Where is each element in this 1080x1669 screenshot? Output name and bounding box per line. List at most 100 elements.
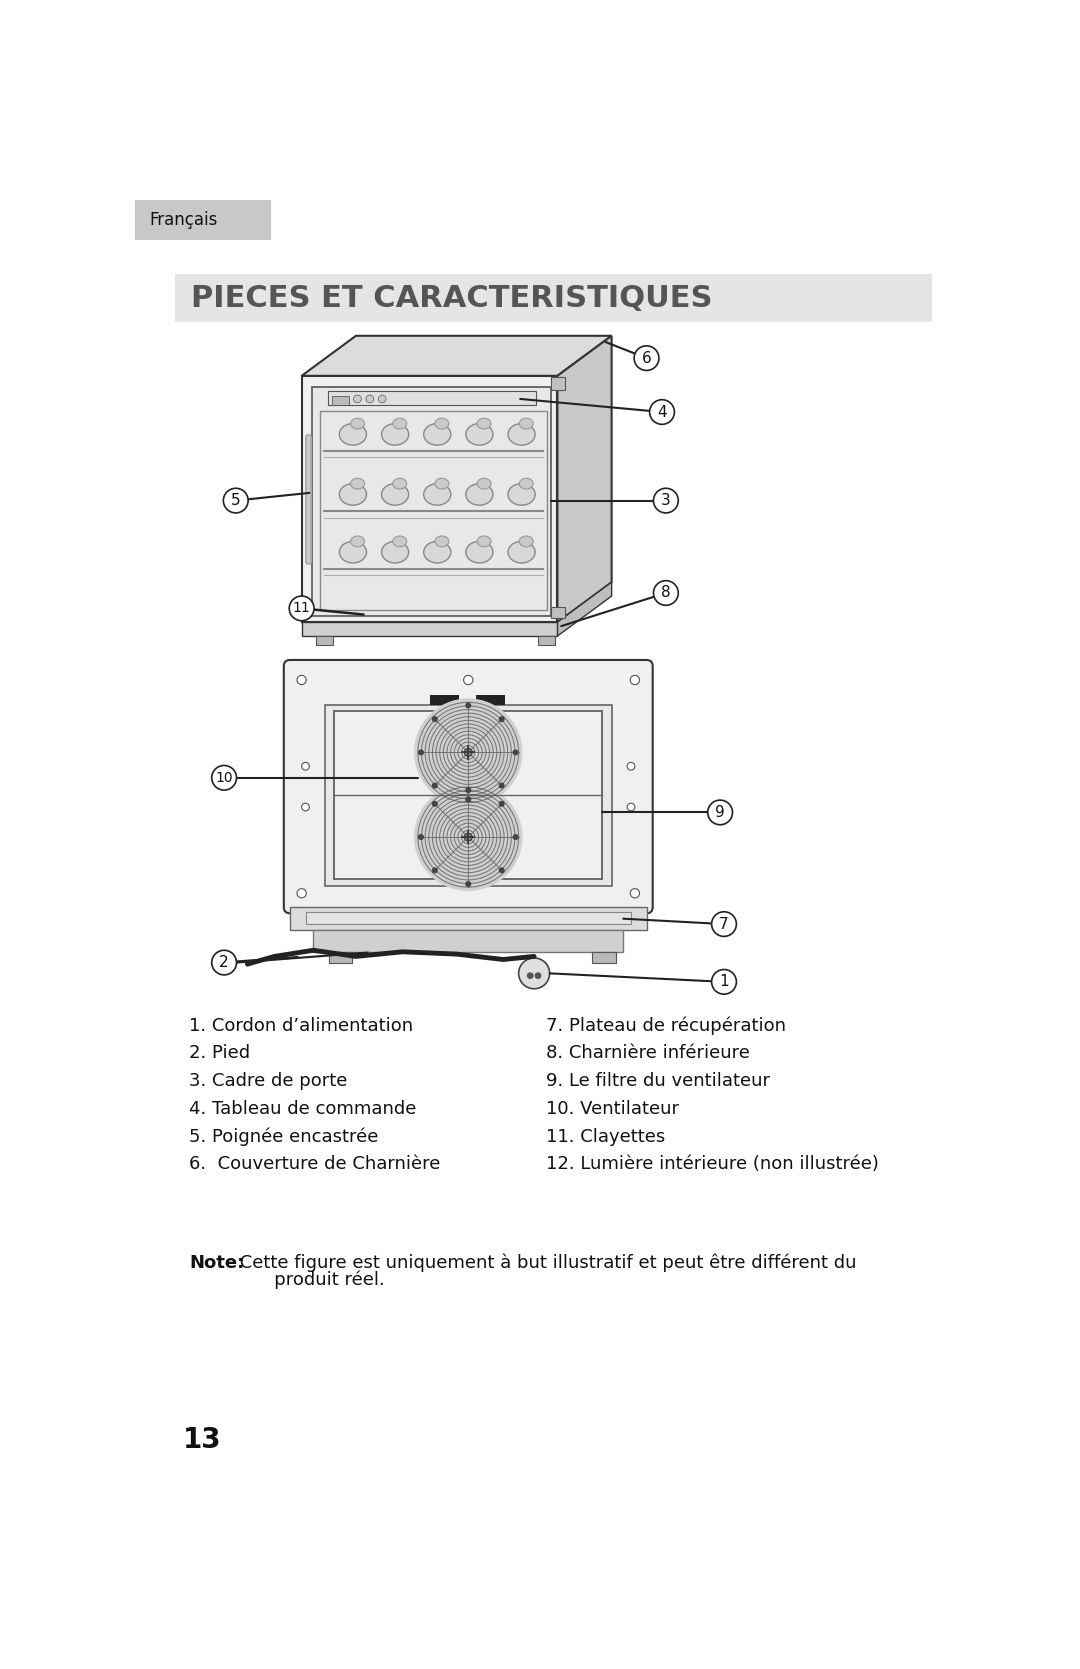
Circle shape <box>463 676 473 684</box>
Bar <box>312 387 551 616</box>
Circle shape <box>513 834 517 840</box>
Ellipse shape <box>519 419 534 429</box>
Circle shape <box>499 718 504 721</box>
Bar <box>592 951 616 963</box>
Bar <box>301 623 557 636</box>
Text: Français: Français <box>149 212 217 229</box>
Ellipse shape <box>465 424 492 446</box>
Circle shape <box>432 801 437 806</box>
Circle shape <box>631 888 639 898</box>
Circle shape <box>212 766 237 789</box>
Ellipse shape <box>393 479 407 489</box>
Circle shape <box>649 399 674 424</box>
Circle shape <box>464 748 472 756</box>
Circle shape <box>301 803 309 811</box>
Ellipse shape <box>339 541 366 562</box>
Ellipse shape <box>381 541 408 562</box>
Circle shape <box>631 676 639 684</box>
Circle shape <box>536 973 541 978</box>
Circle shape <box>527 973 532 978</box>
Polygon shape <box>557 582 611 636</box>
Ellipse shape <box>393 419 407 429</box>
Text: 7: 7 <box>719 916 729 931</box>
Text: Note:: Note: <box>189 1253 244 1272</box>
Bar <box>476 696 505 704</box>
Text: Cette figure est uniquement à but illustratif et peut être différent du: Cette figure est uniquement à but illust… <box>234 1253 856 1272</box>
Text: 10. Ventilateur: 10. Ventilateur <box>545 1100 678 1118</box>
Text: 11: 11 <box>293 601 311 616</box>
Circle shape <box>419 834 423 840</box>
Circle shape <box>707 799 732 824</box>
Ellipse shape <box>508 541 535 562</box>
Bar <box>328 391 536 406</box>
Ellipse shape <box>351 479 365 489</box>
Text: 1. Cordon d’alimentation: 1. Cordon d’alimentation <box>189 1016 414 1035</box>
Ellipse shape <box>393 536 407 547</box>
Text: 1: 1 <box>719 975 729 990</box>
Circle shape <box>513 749 517 754</box>
Circle shape <box>297 888 307 898</box>
Bar <box>301 376 557 623</box>
Circle shape <box>499 801 504 806</box>
Circle shape <box>627 763 635 769</box>
Circle shape <box>499 783 504 788</box>
FancyBboxPatch shape <box>284 659 652 913</box>
Ellipse shape <box>477 419 491 429</box>
Bar <box>334 711 603 880</box>
Ellipse shape <box>465 484 492 506</box>
Text: 13: 13 <box>183 1425 221 1454</box>
Circle shape <box>366 396 374 402</box>
Text: 3. Cadre de porte: 3. Cadre de porte <box>189 1071 348 1090</box>
Ellipse shape <box>465 541 492 562</box>
Ellipse shape <box>508 424 535 446</box>
Text: produit réel.: produit réel. <box>234 1270 384 1288</box>
Text: 10: 10 <box>215 771 233 784</box>
Text: 5. Poignée encastrée: 5. Poignée encastrée <box>189 1127 379 1147</box>
Ellipse shape <box>381 424 408 446</box>
Bar <box>306 911 631 925</box>
Bar <box>332 396 349 406</box>
Circle shape <box>432 718 437 721</box>
Ellipse shape <box>351 419 365 429</box>
Bar <box>538 636 555 646</box>
Ellipse shape <box>351 536 365 547</box>
Text: 11. Clayettes: 11. Clayettes <box>545 1128 665 1145</box>
Circle shape <box>224 489 248 512</box>
Ellipse shape <box>435 536 449 547</box>
Bar <box>328 951 352 963</box>
Ellipse shape <box>423 541 450 562</box>
Circle shape <box>465 798 471 801</box>
Ellipse shape <box>508 484 535 506</box>
Text: 2: 2 <box>219 955 229 970</box>
Text: PIECES ET CARACTERISTIQUES: PIECES ET CARACTERISTIQUES <box>191 284 713 312</box>
Polygon shape <box>557 335 611 623</box>
Bar <box>551 608 565 618</box>
Circle shape <box>301 763 309 769</box>
Circle shape <box>432 783 437 788</box>
Text: 3: 3 <box>661 492 671 507</box>
Ellipse shape <box>435 479 449 489</box>
Polygon shape <box>301 335 611 376</box>
Circle shape <box>712 970 737 995</box>
Circle shape <box>465 788 471 793</box>
Text: 6: 6 <box>642 350 651 366</box>
Ellipse shape <box>519 536 534 547</box>
Circle shape <box>353 396 362 402</box>
Ellipse shape <box>423 484 450 506</box>
Ellipse shape <box>423 424 450 446</box>
Bar <box>313 930 623 951</box>
Ellipse shape <box>477 479 491 489</box>
Text: 8. Charnière inférieure: 8. Charnière inférieure <box>545 1045 750 1063</box>
Ellipse shape <box>477 536 491 547</box>
Circle shape <box>289 596 314 621</box>
Text: 4: 4 <box>658 404 666 419</box>
Circle shape <box>465 703 471 708</box>
Circle shape <box>464 833 472 841</box>
Circle shape <box>212 950 237 975</box>
Text: 4. Tableau de commande: 4. Tableau de commande <box>189 1100 417 1118</box>
Circle shape <box>432 868 437 873</box>
Bar <box>291 908 647 930</box>
Text: 7. Plateau de récupération: 7. Plateau de récupération <box>545 1016 786 1035</box>
Text: 5: 5 <box>231 492 241 507</box>
Text: 8: 8 <box>661 586 671 601</box>
